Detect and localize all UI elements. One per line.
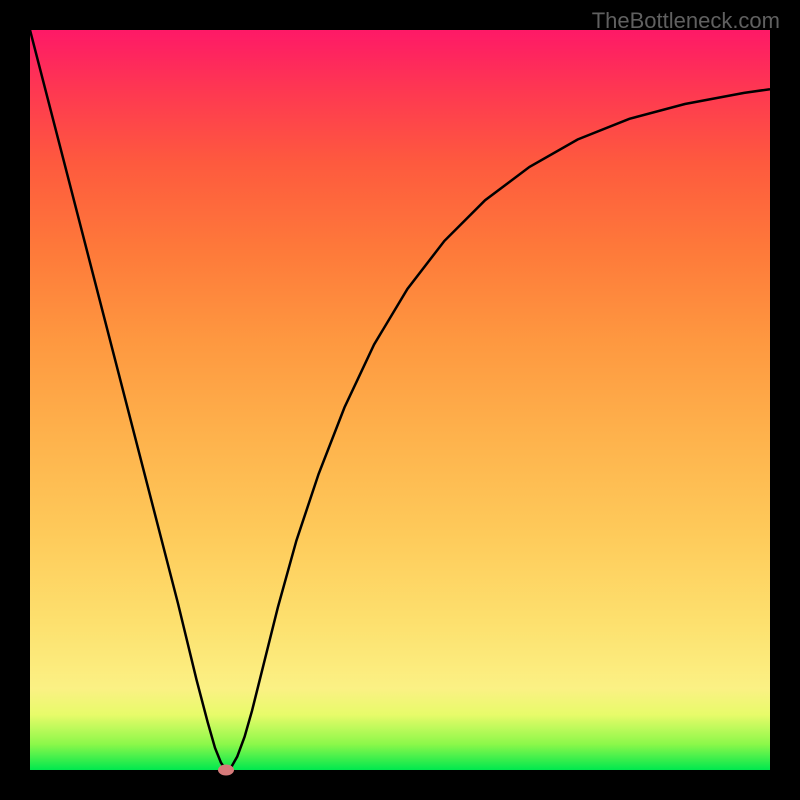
minimum-marker bbox=[218, 765, 234, 776]
watermark-text: TheBottleneck.com bbox=[592, 8, 780, 34]
bottleneck-curve bbox=[30, 30, 770, 770]
curve-path bbox=[30, 30, 770, 770]
plot-area bbox=[30, 30, 770, 770]
